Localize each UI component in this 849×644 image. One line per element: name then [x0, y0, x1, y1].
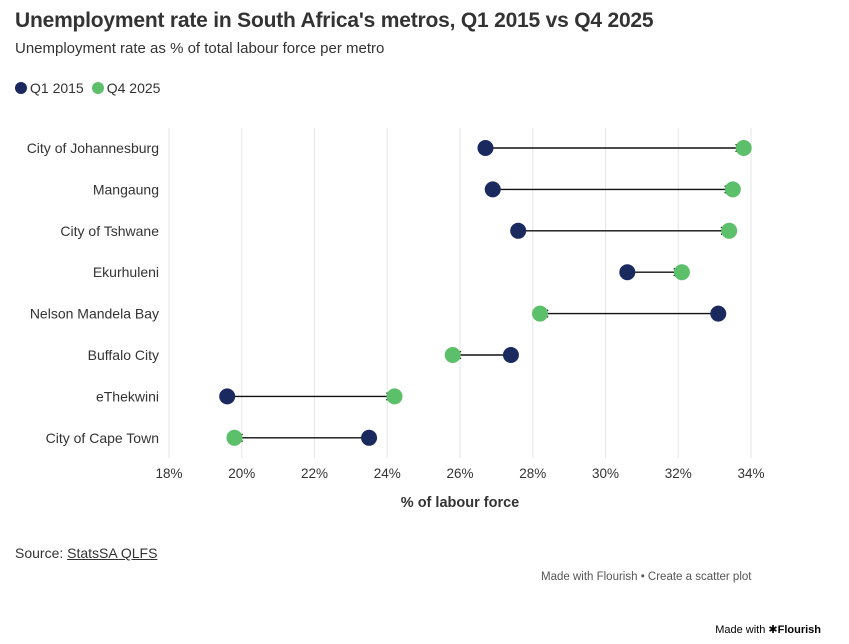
- point-q1-2015: [510, 222, 527, 239]
- legend-swatch-q4-2025: [91, 82, 104, 94]
- y-category-label: Buffalo City: [88, 347, 159, 363]
- legend-label-q4-2025: Q4 2025: [106, 80, 161, 96]
- badge-prefix: Made with: [715, 624, 766, 636]
- legend-item-q4-2025[interactable]: Q4 2025: [91, 80, 161, 96]
- legend-label-q1-2015: Q1 2015: [30, 80, 84, 96]
- x-tick-label: 24%: [374, 466, 401, 481]
- point-q1-2015: [710, 305, 727, 322]
- source-note: Source: StatsSA QLFS: [15, 545, 157, 561]
- x-tick-label: 18%: [155, 466, 182, 481]
- flourish-logo: ✱Flourish: [768, 624, 821, 636]
- x-tick-label: 34%: [737, 466, 764, 481]
- point-q4-2025: [532, 305, 549, 322]
- y-category-label: Mangaung: [93, 181, 159, 197]
- point-q4-2025: [386, 388, 403, 405]
- point-q4-2025: [673, 264, 690, 281]
- y-category-label: City of Cape Town: [46, 430, 159, 446]
- y-category-label: City of Johannesburg: [27, 140, 159, 156]
- point-q4-2025: [735, 140, 752, 156]
- flourish-badge[interactable]: Made with ✱Flourish: [715, 623, 821, 636]
- point-q1-2015: [502, 347, 519, 363]
- point-q1-2015: [484, 181, 501, 198]
- x-tick-label: 30%: [592, 466, 619, 481]
- chart-title: Unemployment rate in South Africa's metr…: [15, 9, 654, 32]
- point-q1-2015: [219, 388, 236, 405]
- source-link[interactable]: StatsSA QLFS: [67, 545, 158, 561]
- chart-subtitle: Unemployment rate as % of total labour f…: [15, 40, 385, 57]
- x-tick-label: 20%: [228, 466, 255, 481]
- x-tick-label: 32%: [665, 466, 692, 481]
- point-q4-2025: [226, 429, 243, 446]
- legend: Q1 2015 Q4 2025: [15, 80, 160, 96]
- y-category-label: City of Tshwane: [60, 223, 159, 239]
- x-tick-label: 26%: [446, 466, 473, 481]
- made-with-flourish-link[interactable]: Made with Flourish • Create a scatter pl…: [541, 571, 752, 583]
- legend-swatch-q1-2015: [15, 82, 27, 94]
- y-category-label: Nelson Mandela Bay: [30, 306, 159, 322]
- y-category-label: Ekurhuleni: [93, 264, 159, 280]
- dumbbell-chart: 18% 20% 22% 24% 26% 28% 30% 32% 34% % of labour f…: [27, 128, 765, 511]
- point-q1-2015: [361, 429, 378, 446]
- point-q4-2025: [444, 347, 461, 363]
- point-q1-2015: [477, 140, 494, 156]
- point-q4-2025: [721, 222, 738, 239]
- x-tick-label: 22%: [301, 466, 328, 481]
- point-q1-2015: [619, 264, 636, 281]
- y-category-label: eThekwini: [96, 388, 159, 404]
- legend-item-q1-2015[interactable]: Q1 2015: [15, 80, 84, 96]
- source-prefix: Source:: [15, 545, 68, 561]
- point-q4-2025: [724, 181, 741, 198]
- x-tick-label: 28%: [519, 466, 546, 481]
- x-axis-title: % of labour force: [401, 495, 519, 511]
